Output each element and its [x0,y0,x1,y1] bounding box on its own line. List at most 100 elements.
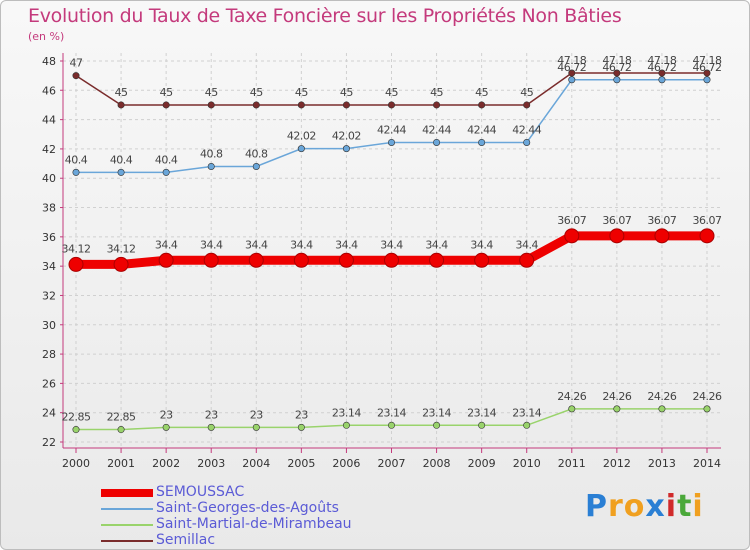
data-point [297,101,305,109]
data-label: 47.18 [693,54,722,67]
data-point [117,168,125,176]
data-label: 40.4 [65,153,88,166]
data-point [252,423,260,431]
data-point [162,423,170,431]
data-label: 36.07 [647,214,676,227]
data-point [293,252,309,268]
x-tick-label: 2000 [62,457,90,470]
data-label: 24.26 [602,390,631,403]
logo-letter: i [665,489,678,524]
y-tick-label: 26 [42,377,56,390]
data-label: 23.14 [377,406,406,419]
data-label: 23.14 [332,406,361,419]
logo-letter: P [585,489,608,524]
x-tick-label: 2006 [332,457,360,470]
data-point [384,252,399,268]
data-point [519,252,535,268]
data-label: 23.14 [512,406,541,419]
data-point [568,76,576,84]
data-label: 34.12 [62,242,91,255]
data-label: 47.18 [602,54,631,67]
x-tick-label: 2009 [468,457,496,470]
data-label: 42.44 [422,123,451,136]
data-label: 34.4 [380,238,403,251]
logo-letter: t [677,489,693,524]
data-label: 34.4 [155,238,178,251]
y-tick-label: 32 [42,289,56,302]
legend-label: Saint-Georges-des-Agoûts [156,500,339,516]
data-label: 46.72 [602,61,631,74]
y-tick-label: 42 [42,143,56,156]
data-label: 23.14 [422,406,451,419]
data-label: 22.85 [107,411,136,424]
data-label: 22.85 [62,411,91,424]
data-point [433,138,441,146]
data-label: 34.4 [200,238,223,251]
data-point [342,101,350,109]
data-point [478,421,486,429]
data-point [342,145,350,153]
data-label: 46.72 [557,61,586,74]
legend-label: SEMOUSSAC [156,484,245,500]
x-tick-label: 2013 [648,457,676,470]
data-label: 34.4 [290,238,313,251]
y-tick-label: 34 [42,260,56,273]
data-point [523,421,531,429]
data-point [338,252,354,268]
series-layer [68,69,715,434]
legend-label: Saint-Martial-de-Mirambeau [156,516,352,532]
data-label: 34.12 [107,242,136,255]
data-point [433,421,441,429]
data-point [387,138,395,146]
x-tick-label: 2008 [423,457,451,470]
data-label: 45 [115,86,128,99]
data-label: 40.4 [110,153,133,166]
data-label: 45 [385,86,398,99]
axes: 22 24 26 28 30 32 34 36 38 40 42 44 46 48 2000 2001 2002… [42,53,721,470]
data-label: 45 [475,86,488,99]
data-point [568,69,576,77]
data-point [162,168,170,176]
data-point [613,76,621,84]
y-tick-label: 46 [42,84,56,97]
data-point [117,101,125,109]
x-tick-label: 2001 [107,457,135,470]
data-label: 42.44 [467,123,496,136]
data-label: 45 [295,86,308,99]
data-point [297,145,305,153]
y-axis-unit: (en %) [28,30,65,43]
data-point [113,256,129,272]
x-tick-label: 2011 [558,457,586,470]
data-label: 36.07 [602,214,631,227]
legend-label: Semillac [156,532,216,548]
chart-title: Evolution du Taux de Taxe Foncière sur l… [28,5,622,27]
data-label: 24.26 [647,390,676,403]
y-tick-label: 22 [42,436,56,449]
data-point [523,101,531,109]
data-point [207,423,215,431]
x-tick-label: 2010 [513,457,541,470]
y-tick-label: 24 [42,407,56,420]
data-label: 46.72 [647,61,676,74]
data-label: 36.07 [693,214,722,227]
data-point [162,101,170,109]
x-tick-label: 2002 [152,457,180,470]
data-label: 23 [250,408,263,421]
data-point [429,252,445,268]
x-tick-label: 2007 [378,457,406,470]
data-label: 24.26 [557,390,586,403]
data-point [699,228,715,244]
legend-swatch [101,540,153,542]
y-tick-label: 44 [42,114,56,127]
data-point [117,426,125,434]
data-point [433,101,441,109]
data-point [658,69,666,77]
data-point [568,405,576,413]
data-label: 40.4 [155,153,178,166]
y-tick-label: 48 [42,55,56,68]
data-label: 34.4 [515,238,538,251]
data-label: 23 [205,408,218,421]
y-tick-label: 38 [42,202,56,215]
logo-letter: r [608,489,624,524]
data-label: 45 [520,86,533,99]
